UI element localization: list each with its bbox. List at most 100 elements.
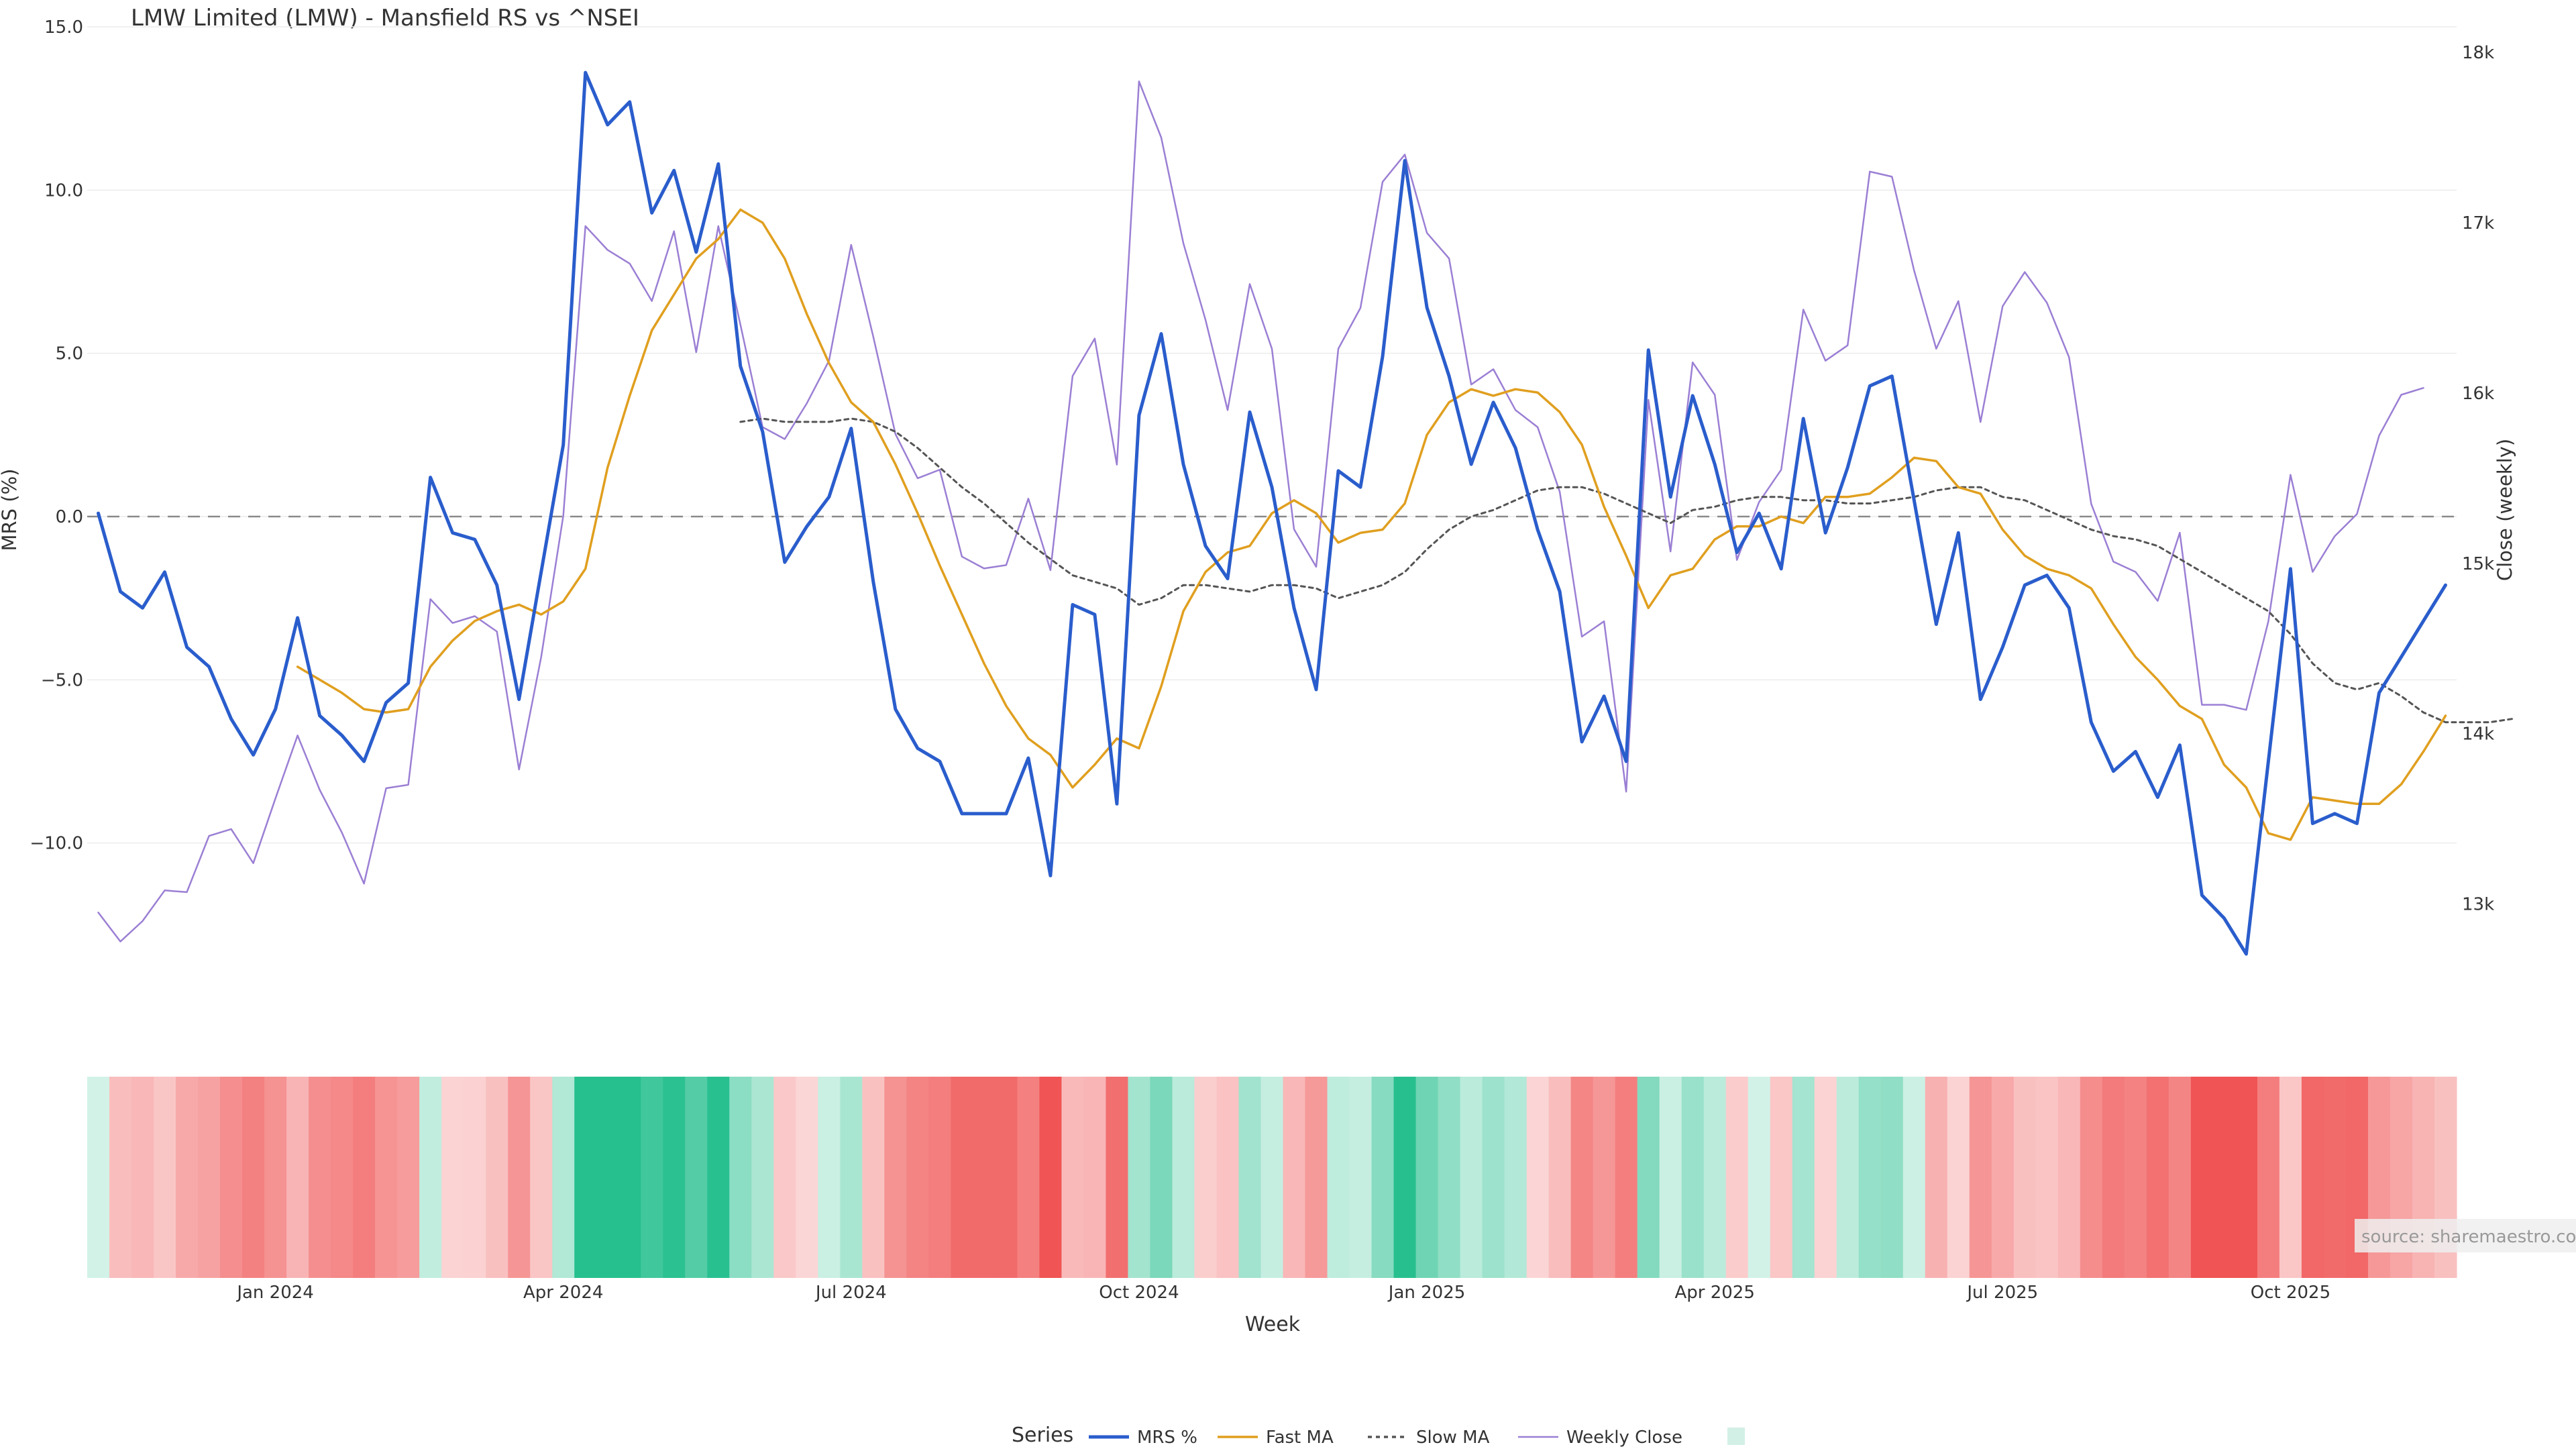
heat-cell [773,1077,796,1278]
heat-cell [441,1077,464,1278]
heat-cell [2323,1077,2347,1278]
series-layer [97,70,2513,956]
heat-cell [1371,1077,1395,1278]
heat-cell [1725,1077,1749,1278]
heat-cell [1039,1077,1063,1278]
heat-cell [1836,1077,1860,1278]
heat-cell [1238,1077,1262,1278]
heat-cell [862,1077,885,1278]
heat-cell [1814,1077,1837,1278]
heat-cell [619,1077,641,1278]
heat-cell [419,1077,442,1278]
mrs-heat-strip [87,1077,2457,1278]
heat-cell [87,1077,110,1278]
heat-cell [1526,1077,1550,1278]
heat-cell [1615,1077,1638,1278]
right-tick-label: 17k [2462,213,2494,233]
heat-cell [331,1077,354,1278]
x-tick-label: Apr 2024 [523,1283,603,1303]
heat-cell [995,1077,1018,1278]
x-tick-label: Apr 2025 [1674,1283,1754,1303]
heat-cell [1947,1077,1970,1278]
right-tick-label: 18k [2462,43,2494,63]
right-tick-label: 14k [2462,724,2494,745]
heat-cell [2168,1077,2192,1278]
heat-cell [486,1077,508,1278]
heat-cell [1194,1077,1218,1278]
legend: Series MRS % Fast MA Slow MA Weekly Close [1012,1424,1745,1448]
heat-cell [1880,1077,1904,1278]
heat-cell [464,1077,486,1278]
heat-cell [1770,1077,1793,1278]
right-tick-label: 13k [2462,895,2494,915]
heat-cell [1504,1077,1527,1278]
heat-cell [685,1077,708,1278]
source-note-background [2355,1219,2576,1252]
heat-cell [928,1077,951,1278]
heat-cell [1748,1077,1771,1278]
legend-swatch [1727,1428,1745,1445]
series-line-fast-ma [296,208,2447,841]
heat-cell [2190,1077,2214,1278]
heat-cell [1438,1077,1461,1278]
heat-cell [1172,1077,1195,1278]
heat-cell [2235,1077,2258,1278]
left-axis-label: MRS (%) [0,469,21,551]
heat-cell [1969,1077,1992,1278]
right-tick-label: 16k [2462,384,2494,404]
heat-cell [596,1077,619,1278]
x-tick-label: Jan 2025 [1387,1283,1466,1303]
x-axis: Jan 2024 Apr 2024 Jul 2024 Oct 2024 Jan 2025… [235,1283,2330,1303]
heat-cell [1460,1077,1483,1278]
source-note-text: source: sharemaestro.com [2361,1227,2576,1247]
heat-cell [375,1077,398,1278]
x-axis-label: Week [1245,1313,1301,1336]
heat-cell [552,1077,575,1278]
heat-cell [906,1077,929,1278]
heat-cell [109,1077,132,1278]
chart-title: LMW Limited (LMW) - Mansfield RS vs ^NSE… [131,5,639,32]
heat-cell [309,1077,331,1278]
left-tick-label: −10.0 [30,834,83,854]
heat-cell [707,1077,730,1278]
legend-label: Slow MA [1416,1428,1490,1448]
legend-label: Weekly Close [1566,1428,1682,1448]
series-line-mrs [97,70,2447,956]
x-tick-label: Jan 2024 [235,1283,314,1303]
heat-cell [2146,1077,2169,1278]
heat-cell [220,1077,243,1278]
heat-cell [751,1077,774,1278]
left-tick-label: 15.0 [44,17,83,38]
heat-cell [1150,1077,1173,1278]
heat-cell [1858,1077,1882,1278]
heat-cell [286,1077,309,1278]
x-tick-label: Jul 2024 [814,1283,887,1303]
left-tick-label: 10.0 [44,180,83,201]
heat-cell [1017,1077,1040,1278]
heat-cell [840,1077,863,1278]
heat-cell [198,1077,221,1278]
heat-cell [951,1077,973,1278]
heat-cell [2102,1077,2125,1278]
heat-cell [154,1077,176,1278]
heat-cell [1902,1077,1926,1278]
right-axis-label: Close (weekly) [2493,439,2516,581]
heat-cell [818,1077,841,1278]
heat-cell [973,1077,996,1278]
left-tick-label: −5.0 [41,670,83,690]
legend-label: MRS % [1137,1428,1197,1448]
heat-cell [1061,1077,1085,1278]
left-axis: 15.0 10.0 5.0 0.0 −5.0 −10.0 [30,17,83,854]
heat-cell [2080,1077,2103,1278]
heat-cell [884,1077,907,1278]
heat-cell [353,1077,376,1278]
heat-cell [1681,1077,1705,1278]
heat-cell [2212,1077,2236,1278]
right-axis: 18k 17k 16k 15k 14k 13k [2462,43,2494,915]
legend-title: Series [1012,1424,1073,1447]
heat-cell [1305,1077,1328,1278]
x-tick-label: Oct 2024 [1099,1283,1179,1303]
heat-cell [264,1077,287,1278]
x-tick-label: Oct 2025 [2251,1283,2330,1303]
heat-cell [530,1077,553,1278]
